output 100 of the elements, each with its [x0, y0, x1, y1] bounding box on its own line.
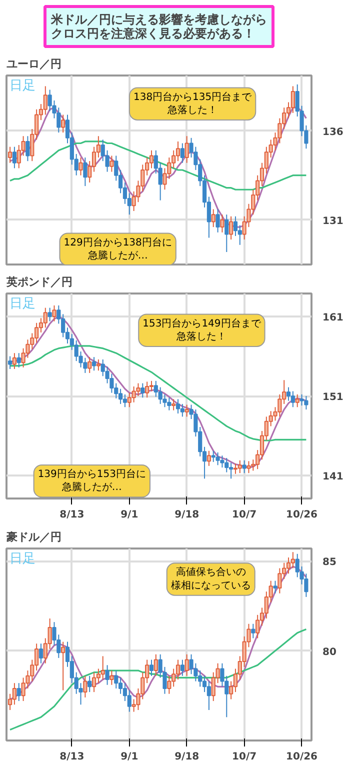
candlestick: [206, 450, 211, 466]
candlestick: [122, 394, 128, 408]
candlestick: [118, 677, 123, 694]
x-tick-label: 9/1: [120, 752, 138, 762]
annotation: 153円台から149円台まで急落した！: [142, 317, 262, 342]
candlestick: [242, 460, 246, 474]
y-tick-label: 151: [322, 392, 344, 403]
candlestick: [114, 670, 118, 689]
candlestick: [149, 659, 154, 676]
x-tick-label: 8/13: [60, 510, 84, 520]
candlestick: [16, 682, 21, 702]
candlestick: [290, 552, 295, 569]
annotation: 日足: [10, 78, 36, 94]
candlestick: [12, 682, 17, 706]
candlestick: [12, 352, 17, 370]
candlestick: [48, 307, 52, 322]
candlestick: [180, 142, 184, 164]
y-tick-label: 141: [322, 471, 344, 482]
chart-title: 米ドル／円に与える影響を考慮しながらクロス円を注意深く見る必要がある！: [50, 12, 267, 40]
candlestick: [251, 623, 256, 639]
x-tick-label: 9/1: [120, 510, 138, 520]
chart-title: 英ポンド／円: [6, 276, 72, 288]
candlestick: [220, 214, 224, 233]
x-tick-label: 9/18: [174, 752, 200, 762]
chart-title: 豪ドル／円: [6, 530, 62, 544]
x-tick-label: 10/26: [286, 752, 318, 762]
candlestick: [8, 146, 12, 164]
candlestick: [118, 388, 123, 404]
candlestick: [202, 675, 207, 693]
y-tick-label: 131: [322, 216, 344, 227]
candlestick: [92, 356, 96, 372]
candlestick: [246, 460, 251, 474]
candlestick: [286, 556, 291, 574]
candlestick: [172, 398, 176, 411]
annotation: 日足: [10, 296, 36, 312]
candlestick: [256, 614, 260, 639]
candlestick: [43, 86, 48, 116]
candlestick: [105, 664, 110, 686]
candlestick: [145, 381, 150, 398]
y-tick-label: 80: [322, 646, 336, 658]
candlestick: [233, 463, 238, 474]
candlestick: [184, 654, 189, 676]
candlestick: [211, 208, 216, 228]
x-tick-label: 10/7: [232, 752, 257, 762]
candlestick: [229, 216, 234, 240]
annotation: 139円台から153円台に急騰したが…: [38, 468, 146, 494]
candlestick: [8, 356, 12, 370]
y-tick-label: 85: [322, 557, 336, 568]
annotation: 日足: [10, 551, 36, 566]
candlestick: [149, 380, 154, 392]
candlestick: [167, 675, 172, 694]
candlestick: [26, 136, 30, 162]
candlestick: [52, 304, 56, 322]
candlestick: [233, 216, 238, 236]
candlestick: [180, 659, 184, 676]
candlestick: [43, 307, 48, 328]
x-tick-label: 8/13: [60, 752, 84, 762]
candlestick: [290, 390, 295, 408]
candlestick: [78, 157, 83, 176]
annotation: 高値保ち合いの様相になっている: [170, 566, 251, 592]
candlestick: [61, 114, 66, 134]
candlestick: [295, 394, 300, 408]
candlestick: [176, 398, 180, 414]
line-series: [9, 628, 307, 731]
annotation: 138円台から135円台まで急落した！: [133, 90, 253, 116]
y-tick-label: 161: [322, 312, 344, 324]
candlestick: [176, 659, 180, 680]
candlestick: [127, 690, 132, 712]
candlestick: [83, 675, 88, 698]
candlestick: [224, 214, 229, 253]
candlestick: [290, 86, 295, 114]
candlestick: [61, 641, 66, 691]
candlestick: [300, 394, 304, 406]
candlestick: [278, 568, 282, 594]
candlestick: [154, 654, 158, 676]
chart-subtitle: ユーロ／円: [6, 58, 62, 70]
candlestick: [92, 672, 96, 693]
candlestick: [149, 150, 154, 169]
candlestick: [206, 680, 211, 710]
candlestick: [180, 403, 184, 418]
annotation: 129円台から138円台に急騰したが…: [64, 236, 172, 262]
y-tick-label: 136: [322, 126, 344, 138]
candlestick: [16, 352, 21, 368]
candlestick: [100, 656, 105, 680]
candlestick: [238, 460, 242, 474]
candlestick: [184, 136, 189, 164]
candlestick: [184, 404, 189, 418]
candlestick: [83, 157, 88, 187]
candlestick: [140, 382, 145, 398]
candlestick: [88, 675, 92, 693]
candlestick: [273, 580, 278, 594]
candlestick: [110, 670, 114, 686]
x-tick-label: 9/18: [174, 510, 200, 520]
candlestick: [12, 146, 17, 169]
x-tick-label: 10/26: [286, 510, 318, 520]
candlestick: [96, 358, 100, 372]
x-tick-label: 10/7: [232, 510, 257, 520]
candlestick: [286, 386, 291, 402]
candlestick: [38, 643, 44, 664]
candlestick: [110, 155, 114, 172]
